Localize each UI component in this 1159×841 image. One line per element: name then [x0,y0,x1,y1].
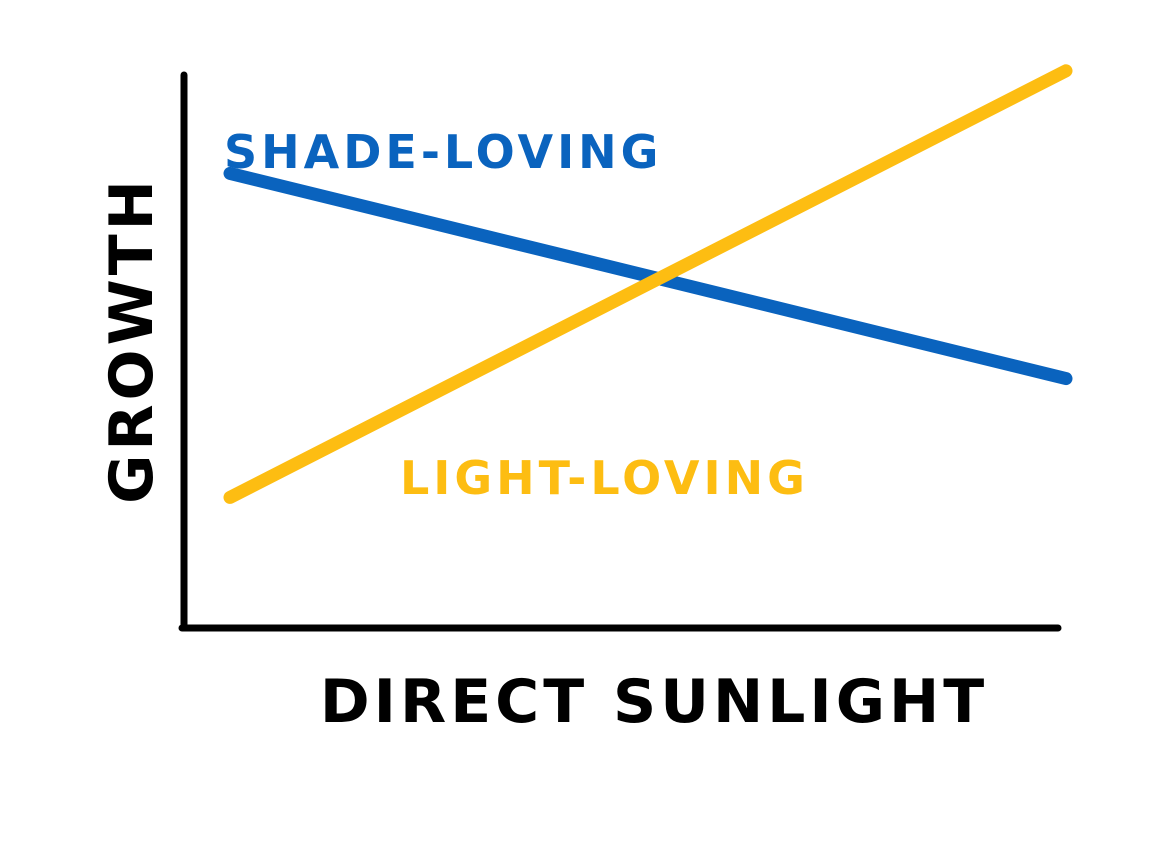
series-line-light-loving [223,64,1073,504]
series-label-light-loving: LIGHT-LOVING [400,451,809,505]
x-axis-label: DIRECT SUNLIGHT [320,667,988,737]
series-label-shade-loving: SHADE-LOVING [224,125,662,179]
y-axis-label: GROWTH [97,176,167,504]
series-line-shade-loving [223,166,1073,386]
